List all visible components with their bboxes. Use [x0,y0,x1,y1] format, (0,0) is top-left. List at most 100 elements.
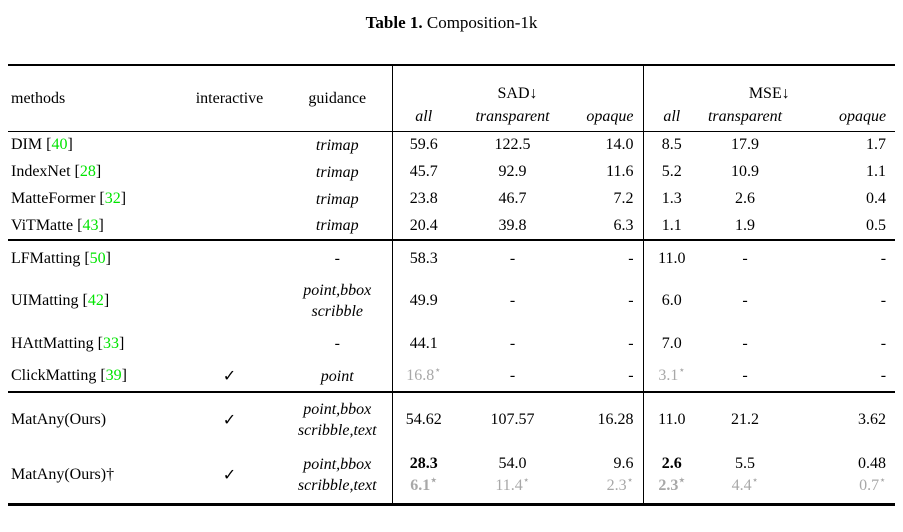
star-marker: ⋆ [879,474,887,487]
table-group-trimap-methods: DIM [40] trimap 59.6 122.5 14.0 8.5 17.9 1.7 Ind… [8,131,895,240]
value-line: 11.4⋆ [457,475,568,497]
guidance-line: - [334,250,340,267]
value-line: 2.6 [646,453,699,475]
citation-link[interactable]: 43 [82,216,99,234]
metric-value: 9.6 [613,455,634,473]
value-cell: - [700,240,790,277]
guidance-cell: point,bbox scribble [283,277,392,326]
missing-value: - [880,292,887,309]
value-line: 28.3 [395,453,454,475]
citation-link[interactable]: 28 [79,163,96,180]
interactive-cell [176,277,283,326]
interactive-checkmark: ✓ [222,412,237,429]
results-table: methods interactive guidance SAD↓ MSE↓ a… [8,64,896,506]
metric-value: 16.8⋆ [406,364,442,384]
citation-link[interactable]: 40 [51,136,68,154]
value-cell: - [570,362,643,392]
missing-value: - [742,334,748,352]
method-name: MatteFormer [11,190,96,207]
metric-value: 6.0 [661,292,682,309]
interactive-cell [176,132,283,159]
citation-link[interactable]: 32 [104,190,121,207]
value-cell: 44.1 [391,325,455,362]
metric-value: 46.7 [498,190,527,207]
metric-value: 1.3 [661,190,682,207]
col-subheader-sad-transparent: transparent [475,108,550,125]
citation-link[interactable]: 33 [103,334,119,352]
value-cell: - [455,362,570,392]
value-cell: 2.6 2.3⋆ [642,447,701,505]
interactive-cell [176,213,283,240]
guidance-cell: point [283,362,392,392]
citation-link[interactable]: 42 [87,292,104,309]
method-name: MatAny(Ours)† [11,466,115,484]
table-caption: Table 1. Composition-1k [0,12,903,34]
guidance-line: point,bbox [303,401,372,418]
value-cell: 11.0 [642,239,701,277]
value-cell: - [700,362,790,392]
value-line: 9.6 [572,453,634,475]
missing-value: - [880,249,887,267]
metric-value: 1.1 [866,163,887,180]
missing-value: - [742,292,748,309]
table-caption-label: Table 1. [365,13,423,32]
value-line: 4.4⋆ [702,475,788,497]
value-cell: 54.0 11.4⋆ [455,448,570,505]
metric-value: 0.4 [866,190,887,207]
value-cell: - [700,277,790,326]
guidance-cell: - [283,326,392,362]
method-name: IndexNet [11,163,71,180]
metric-value: 122.5 [494,136,531,154]
table-caption-text: Composition-1k [422,13,538,32]
value-cell: - [790,326,895,362]
missing-value: - [509,292,516,309]
value-cell: 1.1 [642,212,701,240]
value-cell: 23.8 [391,185,455,213]
guidance-line: trimap [315,190,359,208]
citation-link[interactable]: 50 [89,249,106,267]
metric-value: 92.9 [498,163,527,180]
value-cell: 45.7 [391,158,455,186]
value-line: 0.48 [792,453,886,475]
metric-value: 6.3 [613,216,634,234]
method-cell: DIM [40] [11,136,73,154]
metric-value: 2.3⋆ [658,474,686,495]
value-cell: 7.2 [570,186,643,213]
metric-value: 1.1 [661,216,682,234]
citation-link[interactable]: 39 [105,367,122,384]
value-cell: 17.9 [700,132,790,159]
value-line: 2.3⋆ [646,475,699,497]
missing-value: - [628,334,634,352]
metric-value: 5.5 [735,455,756,473]
col-header-interactive: interactive [195,89,264,107]
guidance-line: - [334,335,340,352]
value-line: 2.3⋆ [572,475,634,497]
missing-value: - [742,249,748,267]
value-cell: 2.6 [700,186,790,213]
value-cell: - [790,362,895,392]
method-cell: MatteFormer [32] [11,190,127,207]
table-group-ours: MatAny(Ours) ✓ point,bbox scribble,text 54.6… [8,391,896,505]
table-row: MatteFormer [32] trimap 23.8 46.7 7.2 1.3 2.6 0… [8,185,895,213]
table-header: methods interactive guidance SAD↓ MSE↓ a… [8,65,896,132]
metric-value: 107.57 [490,411,535,428]
metric-value: 6.1⋆ [410,474,438,495]
value-cell: - [790,240,895,277]
method-cell: LFMatting [50] [11,249,111,267]
method-cell: UIMatting [42] [11,292,110,309]
metric-value: 3.1⋆ [658,364,686,384]
guidance-cell: point,bbox scribble,text [283,392,392,448]
value-line: 5.5 [702,453,788,475]
metric-value: 20.4 [409,216,438,234]
guidance-line: point,bbox [303,456,372,474]
table-row: ClickMatting [39] ✓ point 16.8⋆ - - 3.1⋆ - - [8,361,895,392]
interactive-cell [176,159,283,186]
value-cell: - [570,240,643,277]
missing-value: - [509,367,516,384]
value-cell: 107.57 [455,392,570,448]
guidance-line: scribble,text [297,422,377,439]
table-row: ViTMatte [43] trimap 20.4 39.8 6.3 1.1 1.9 0.5 [8,212,895,240]
metric-value: 16.28 [597,411,634,428]
table-row: IndexNet [28] trimap 45.7 92.9 11.6 5.2 10.9 1.… [8,158,895,186]
missing-value: - [628,249,634,267]
